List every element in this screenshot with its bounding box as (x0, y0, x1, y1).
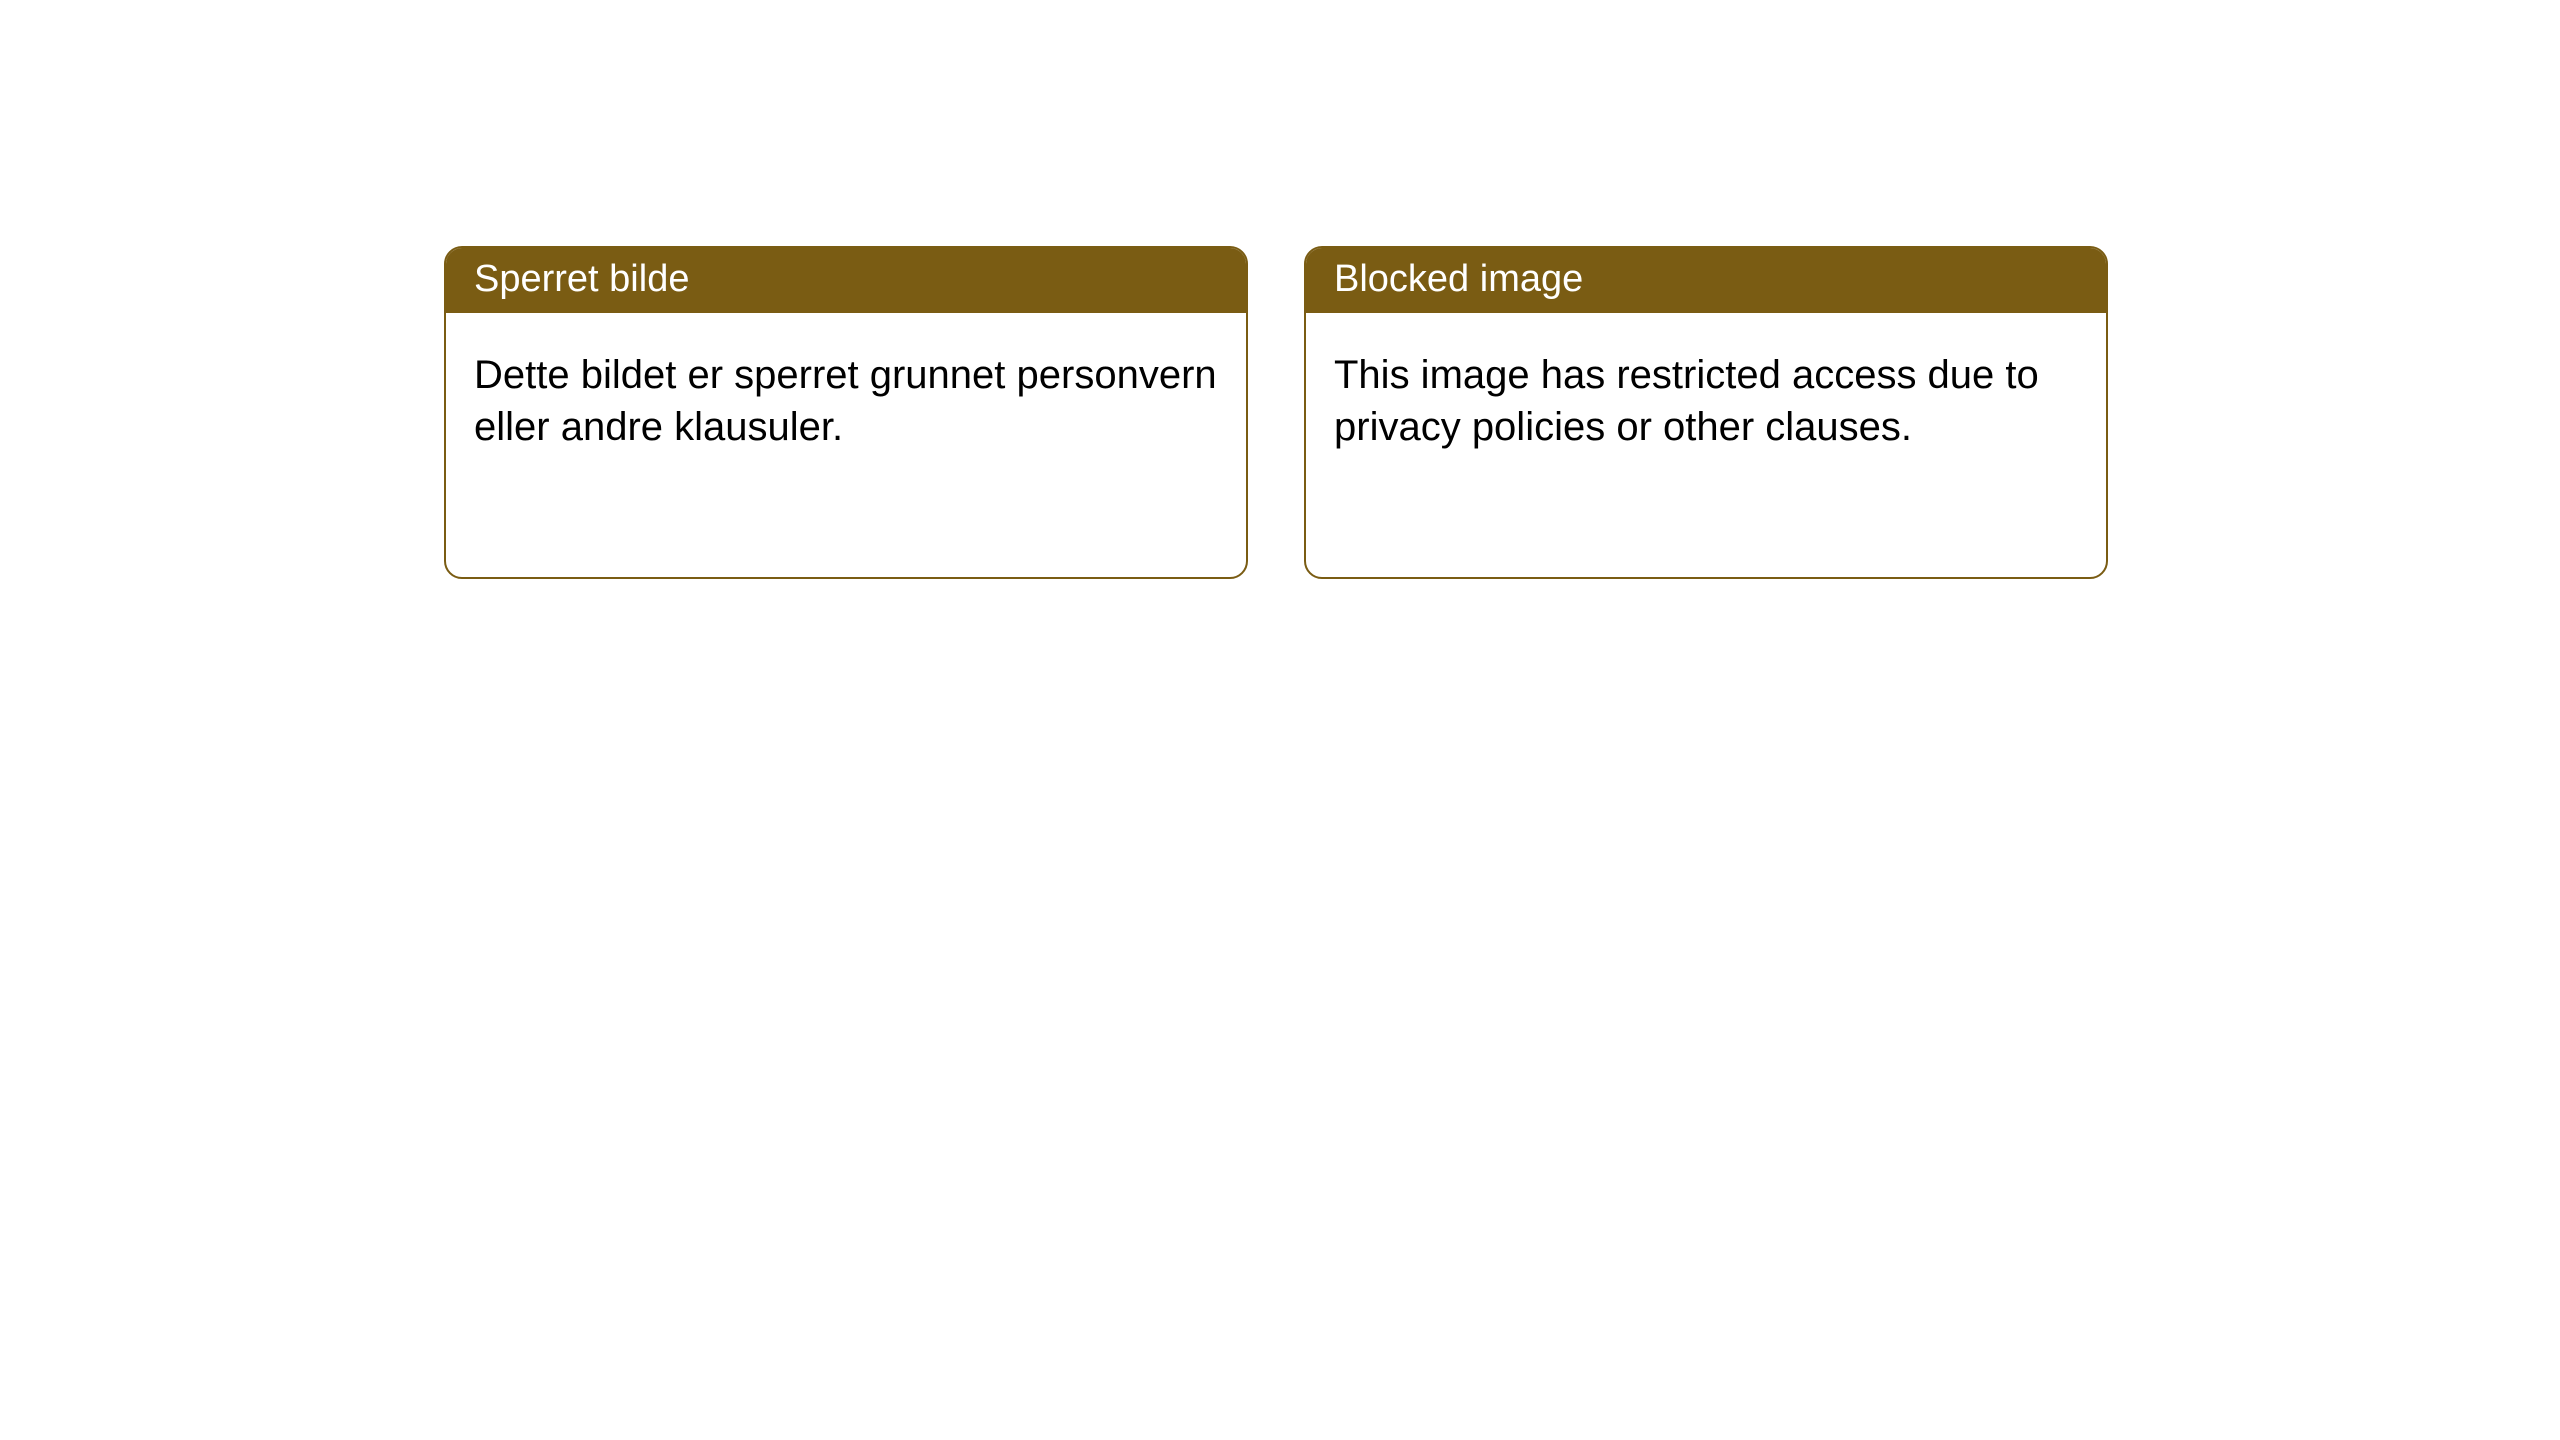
notice-container: Sperret bilde Dette bildet er sperret gr… (0, 0, 2560, 579)
card-body-en: This image has restricted access due to … (1306, 313, 2106, 481)
card-title-no: Sperret bilde (446, 248, 1246, 313)
blocked-image-card-en: Blocked image This image has restricted … (1304, 246, 2108, 579)
card-body-no: Dette bildet er sperret grunnet personve… (446, 313, 1246, 481)
card-title-en: Blocked image (1306, 248, 2106, 313)
blocked-image-card-no: Sperret bilde Dette bildet er sperret gr… (444, 246, 1248, 579)
